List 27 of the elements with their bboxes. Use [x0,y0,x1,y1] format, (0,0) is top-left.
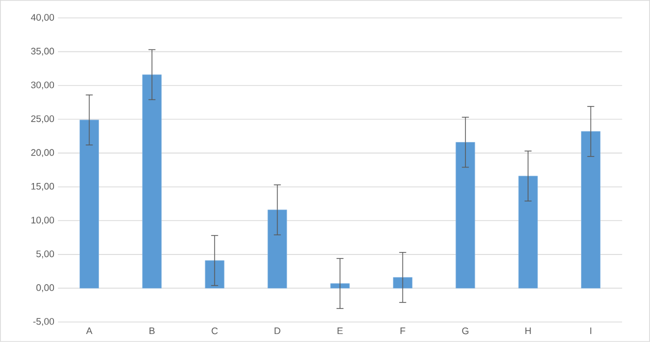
bar [456,142,476,288]
x-tick-label: G [462,328,468,334]
x-tick-label: D [274,328,280,334]
bar [268,210,288,288]
y-tick-label: 5,00 [36,250,54,258]
y-tick-label: 40,00 [30,14,54,22]
y-tick-label: -5,00 [33,318,54,326]
y-tick-label: 10,00 [31,216,54,225]
y-tick-label: 25,00 [31,115,54,124]
x-tick-label: C [212,328,218,334]
bar [581,131,600,288]
y-tick-label: 20,00 [31,149,54,158]
y-tick-label: 30,00 [31,82,54,90]
x-tick-label: B [150,328,155,334]
x-tick-label: A [86,328,92,334]
x-tick-label: I [590,328,592,334]
bar [392,277,412,288]
bar [142,74,162,288]
bar [518,176,538,288]
x-tick-label: F [400,328,406,334]
y-tick-label: 0,00 [36,284,54,292]
x-tick-label: H [525,328,531,334]
x-tick-label: E [338,328,343,334]
bar [80,120,99,288]
y-tick-label: 35,00 [31,48,54,56]
y-tick-label: 15,00 [31,182,54,191]
bar [330,283,350,288]
